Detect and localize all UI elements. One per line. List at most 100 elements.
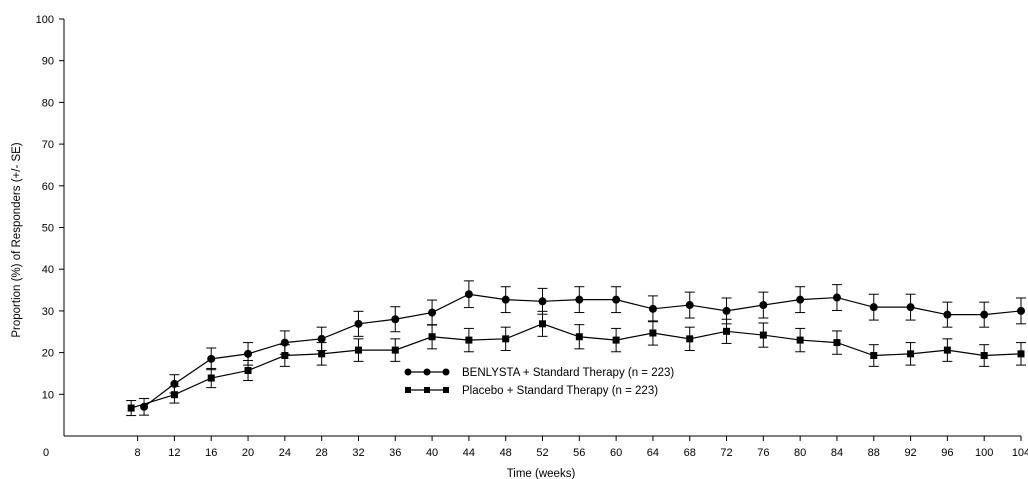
x-tick-label: 68 (684, 447, 696, 459)
data-point (833, 339, 841, 347)
x-tick-label: 60 (610, 447, 622, 459)
x-tick-label: 80 (794, 447, 806, 459)
y-tick-label: 40 (42, 264, 54, 276)
data-point (832, 293, 841, 302)
data-point (538, 297, 547, 306)
data-point (648, 304, 657, 313)
legend-swatch-square-line (405, 387, 449, 393)
data-point (170, 379, 179, 388)
data-point (428, 333, 436, 341)
series-benlysta (139, 280, 1026, 416)
x-tick-label: 0 (43, 447, 49, 459)
y-tick-label: 30 (42, 306, 54, 318)
y-axis-ticks: 10 20 30 40 50 60 70 80 90 100 (36, 14, 64, 401)
data-point (575, 333, 583, 341)
x-tick-label: 48 (500, 447, 512, 459)
x-tick-label: 24 (279, 447, 291, 459)
legend-item-placebo: Placebo + Standard Therapy (n = 223) (405, 385, 658, 397)
legend-marker (442, 368, 450, 376)
data-point (796, 336, 804, 344)
x-tick-label: 52 (536, 447, 548, 459)
y-axis-title: Proportion (%) of Responders (+/- SE) (11, 142, 23, 337)
data-point (980, 310, 989, 319)
legend-label-benlysta: BENLYSTA + Standard Therapy (n = 223) (462, 367, 674, 379)
data-point (428, 308, 437, 317)
data-point (759, 301, 768, 310)
x-tick-label: 64 (647, 447, 659, 459)
x-tick-label: 100 (975, 447, 993, 459)
data-point (465, 336, 473, 344)
x-tick-label: 32 (352, 447, 364, 459)
data-point (685, 301, 694, 310)
legend-item-benlysta: BENLYSTA + Standard Therapy (n = 223) (404, 367, 674, 379)
legend-marker (404, 368, 412, 376)
x-tick-label: 88 (868, 447, 880, 459)
data-point (127, 404, 135, 412)
data-point (575, 295, 584, 304)
data-point (318, 350, 326, 358)
x-tick-label: 96 (941, 447, 953, 459)
x-tick-label: 40 (426, 447, 438, 459)
y-tick-label: 60 (42, 181, 54, 193)
data-point (501, 295, 510, 304)
data-point (980, 352, 988, 360)
x-tick-label: 16 (205, 447, 217, 459)
data-point (723, 327, 731, 335)
legend: BENLYSTA + Standard Therapy (n = 223) Pl… (404, 367, 674, 397)
x-tick-label: 92 (904, 447, 916, 459)
data-point (686, 335, 694, 343)
data-point (943, 310, 952, 319)
data-point (281, 352, 289, 360)
data-point (1017, 306, 1025, 315)
series-placebo (126, 310, 1026, 417)
legend-label-placebo: Placebo + Standard Therapy (n = 223) (462, 385, 658, 397)
y-tick-label: 90 (42, 56, 54, 68)
legend-marker (424, 387, 430, 393)
data-point (244, 367, 252, 375)
x-axis-ticks: 0 8 12 16 20 24 28 32 36 40 44 48 52 56 60 64 68 72 76 80 84… (43, 436, 1028, 459)
x-tick-label: 44 (463, 447, 475, 459)
data-point (539, 320, 546, 328)
y-tick-label: 70 (42, 139, 54, 151)
y-tick-label: 10 (42, 389, 54, 401)
y-tick-label: 100 (36, 14, 54, 26)
x-tick-label: 56 (573, 447, 585, 459)
data-point (502, 335, 510, 343)
data-point (354, 346, 362, 354)
x-tick-label: 20 (242, 447, 254, 459)
data-point (170, 391, 178, 399)
data-point (870, 352, 878, 360)
data-point (612, 336, 620, 344)
y-tick-label: 80 (42, 97, 54, 109)
x-tick-label: 104 (1012, 447, 1028, 459)
x-tick-label: 84 (831, 447, 843, 459)
series-group (126, 280, 1026, 417)
data-point (464, 290, 473, 299)
data-point (354, 319, 363, 328)
x-tick-label: 28 (316, 447, 328, 459)
data-point (244, 349, 253, 358)
legend-marker (443, 387, 449, 393)
x-axis-title: Time (weeks) (507, 468, 576, 479)
data-point (207, 374, 215, 382)
x-tick-label: 8 (135, 447, 141, 459)
data-point (722, 306, 731, 315)
legend-swatch-circle-line (404, 368, 450, 376)
data-point (943, 346, 951, 354)
x-tick-label: 12 (168, 447, 180, 459)
x-tick-label: 72 (720, 447, 732, 459)
data-point (391, 346, 399, 354)
data-point (1017, 350, 1025, 358)
data-point (906, 303, 915, 312)
data-point (869, 303, 878, 312)
data-point (207, 354, 216, 363)
y-tick-label: 20 (42, 348, 54, 360)
legend-marker (423, 368, 431, 376)
x-tick-label: 76 (757, 447, 769, 459)
x-tick-label: 36 (389, 447, 401, 459)
data-point (907, 350, 915, 358)
legend-marker (405, 387, 411, 393)
data-point (391, 315, 400, 324)
data-point (317, 334, 326, 343)
